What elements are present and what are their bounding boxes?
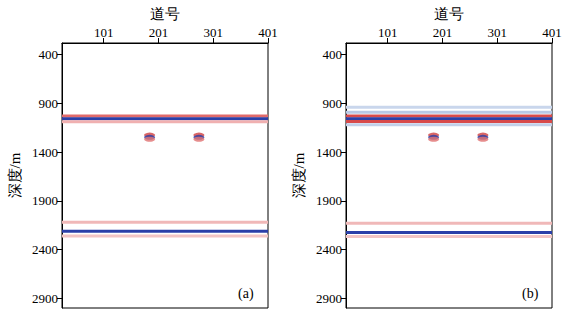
svg-text:2400: 2400 <box>32 242 58 257</box>
svg-text:900: 900 <box>323 96 343 111</box>
svg-text:道号: 道号 <box>434 6 464 22</box>
svg-text:1900: 1900 <box>316 193 342 208</box>
svg-text:401: 401 <box>542 25 562 40</box>
svg-text:1400: 1400 <box>32 145 58 160</box>
svg-text:201: 201 <box>149 25 169 40</box>
svg-text:2900: 2900 <box>316 291 342 306</box>
svg-text:2400: 2400 <box>316 242 342 257</box>
svg-text:201: 201 <box>433 25 453 40</box>
svg-text:301: 301 <box>487 25 507 40</box>
svg-text:400: 400 <box>39 47 59 62</box>
svg-text:深度/m: 深度/m <box>291 152 307 198</box>
svg-text:(b): (b) <box>522 286 539 302</box>
svg-text:1400: 1400 <box>316 145 342 160</box>
svg-text:1900: 1900 <box>32 193 58 208</box>
svg-text:401: 401 <box>258 25 278 40</box>
svg-text:101: 101 <box>94 25 114 40</box>
svg-text:301: 301 <box>203 25 223 40</box>
svg-text:(a): (a) <box>238 286 254 302</box>
svg-text:101: 101 <box>378 25 398 40</box>
svg-text:400: 400 <box>323 47 343 62</box>
svg-text:2900: 2900 <box>32 291 58 306</box>
svg-text:900: 900 <box>39 96 59 111</box>
svg-text:深度/m: 深度/m <box>7 152 23 198</box>
svg-text:道号: 道号 <box>150 6 180 22</box>
